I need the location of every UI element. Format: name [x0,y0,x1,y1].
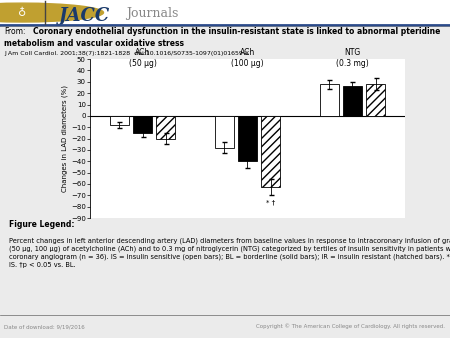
Bar [343,87,362,116]
Text: * †: * † [266,200,275,206]
Bar [366,84,385,116]
Text: ACh: ACh [240,48,255,57]
Text: J Am Coll Cardiol. 2001;38(7):1821-1828  doi:10.1016/S0735-1097(01)01659-X: J Am Coll Cardiol. 2001;38(7):1821-1828 … [4,51,250,56]
Text: NTG: NTG [344,48,360,57]
Text: Journals: Journals [126,7,178,20]
Text: (50 μg): (50 μg) [129,59,157,68]
Bar [215,116,234,148]
Text: Percent changes in left anterior descending artery (LAD) diameters from baseline: Percent changes in left anterior descend… [9,237,450,268]
Y-axis label: Changes in LAD diameters (%): Changes in LAD diameters (%) [62,85,68,192]
Text: metabolism and vascular oxidative stress: metabolism and vascular oxidative stress [4,39,184,48]
Bar [320,84,339,116]
Bar [238,116,257,161]
Text: (0.3 mg): (0.3 mg) [336,59,369,68]
Text: (100 μg): (100 μg) [231,59,264,68]
Text: JACC: JACC [58,7,110,25]
Text: Date of download: 9/19/2016: Date of download: 9/19/2016 [4,324,85,329]
Text: Figure Legend:: Figure Legend: [9,220,74,229]
Bar [261,116,280,187]
Text: ACh: ACh [135,48,150,57]
Bar [0,0,450,24]
Text: Copyright © The American College of Cardiology. All rights reserved.: Copyright © The American College of Card… [256,324,446,329]
Circle shape [0,3,104,22]
Bar [133,116,152,133]
Text: Coronary endothelial dysfunction in the insulin-resistant state is linked to abn: Coronary endothelial dysfunction in the … [33,27,440,36]
Bar [156,116,175,139]
Text: ♁: ♁ [18,7,27,18]
Bar [110,116,129,125]
Text: From:: From: [4,27,26,36]
